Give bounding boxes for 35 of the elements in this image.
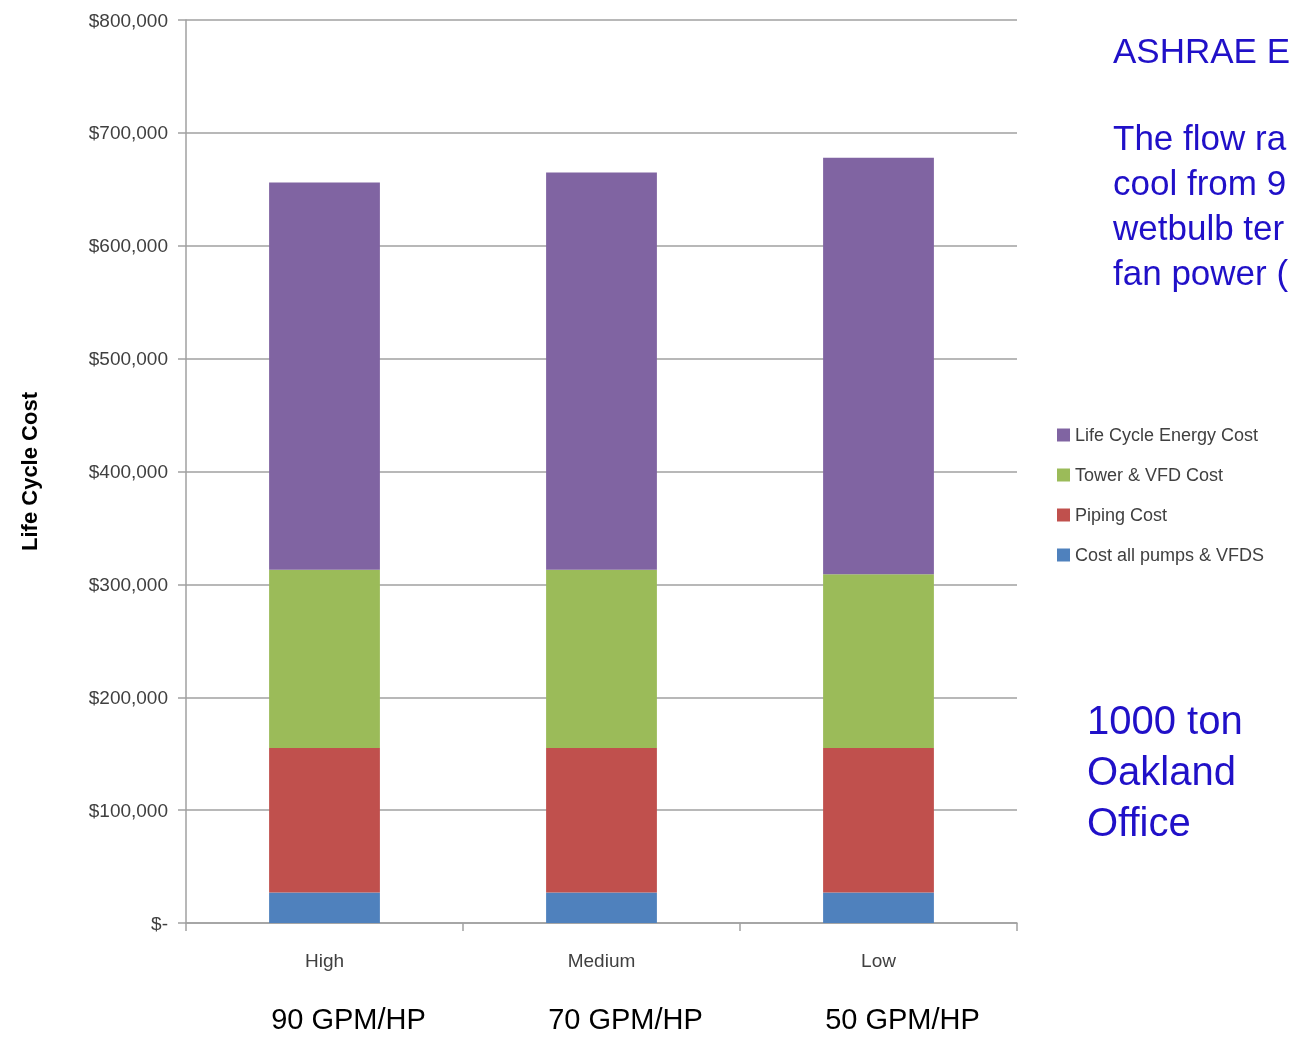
legend-label: Cost all pumps & VFDS [1075,545,1265,565]
y-tick-label: $400,000 [88,461,168,482]
bar [823,157,934,575]
text: 1000 ton Oakland Office [1087,697,1243,844]
y-tick-label: $100,000 [88,799,168,821]
bar [546,569,657,749]
y-tick-label: $600,000 [88,235,168,257]
x-tick-label: High [304,950,345,971]
y-axis-title: Life Cycle Cost [16,391,42,551]
bar [823,892,934,923]
legend-label: Piping Cost [1075,505,1168,525]
y-tick-label: $- [151,912,168,934]
y-tick-label: $300,000 [88,573,168,595]
text: The flow ra cool from 9 wetbulb ter fan power ( [1112,118,1289,292]
text: 90 GPM/HP [271,1002,426,1035]
x-tick-label: Low [861,950,897,971]
x-tick-label: Medium [567,950,636,971]
bar [269,569,380,749]
text: 70 GPM/HP [548,1002,703,1035]
bar [269,748,380,893]
legend-label: Tower & VFD Cost [1075,465,1224,485]
y-tick-label: $200,000 [88,686,168,708]
bar [269,182,380,570]
legend-label: Life Cycle Energy Cost [1075,425,1259,445]
bar [269,892,380,923]
y-tick-label: $700,000 [88,122,168,144]
bar [823,748,934,893]
bar [823,574,934,749]
bar [546,748,657,893]
bar [546,892,657,923]
text: 50 GPM/HP [825,1002,980,1035]
y-tick-label: $800,000 [88,9,168,31]
y-tick-label: $500,000 [88,348,168,370]
bar [546,172,657,570]
text: ASHRAE E [1113,31,1290,70]
